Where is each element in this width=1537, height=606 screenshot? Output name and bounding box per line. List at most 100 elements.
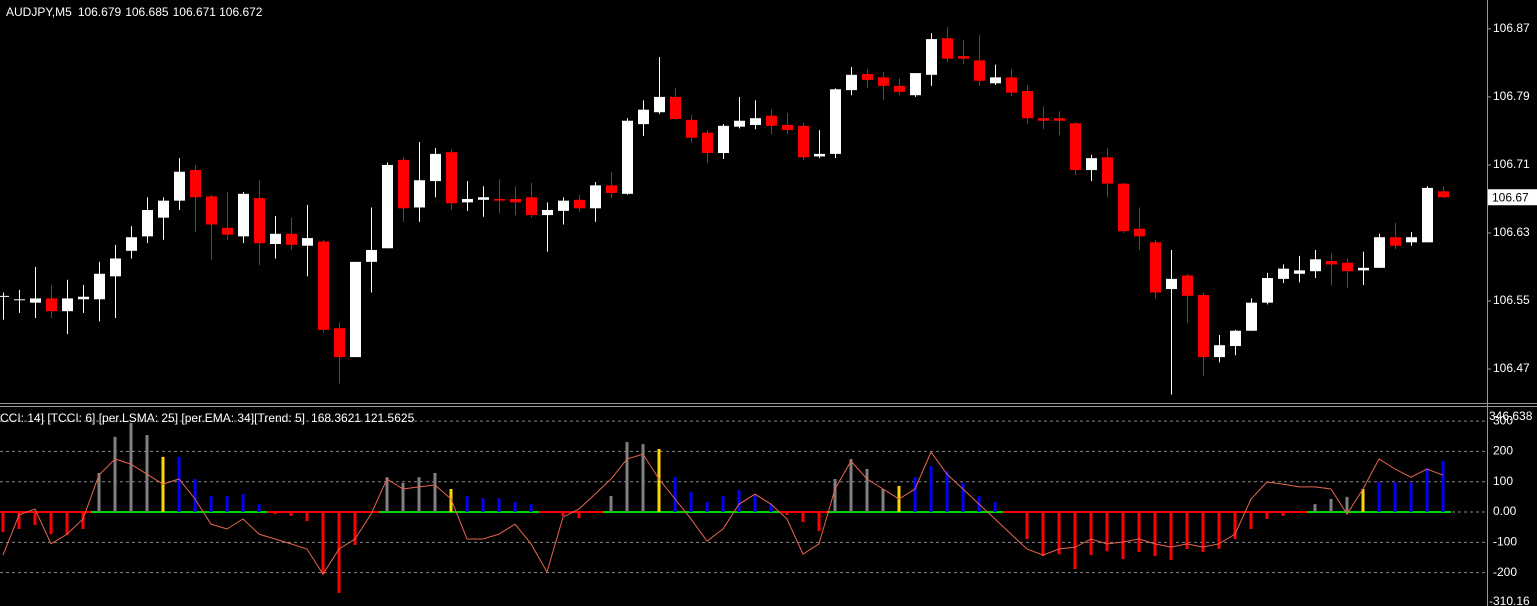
candle-body bbox=[1150, 242, 1161, 293]
histogram-bar bbox=[833, 479, 837, 513]
candle-body bbox=[126, 237, 137, 251]
symbol: AUDJPY,M5 bbox=[6, 5, 72, 19]
candle-body bbox=[94, 273, 105, 300]
histogram-bar bbox=[481, 498, 485, 513]
candle-body bbox=[462, 198, 473, 203]
histogram-bar bbox=[1025, 512, 1029, 539]
histogram-bar bbox=[785, 512, 789, 516]
histogram-bar bbox=[929, 465, 933, 513]
histogram-bar bbox=[1057, 512, 1061, 555]
histogram-bar bbox=[1281, 512, 1285, 516]
candle-body bbox=[46, 298, 57, 312]
candle-body bbox=[670, 96, 681, 120]
histogram-bar bbox=[241, 494, 245, 513]
histogram-bar bbox=[1233, 512, 1237, 539]
histogram-bar bbox=[465, 495, 469, 513]
candle-body bbox=[990, 77, 1001, 84]
histogram-bar bbox=[945, 471, 949, 513]
histogram-bar bbox=[1217, 512, 1221, 549]
candle-body bbox=[1118, 183, 1129, 232]
candle-body bbox=[478, 197, 489, 200]
candle-body bbox=[958, 56, 969, 59]
histogram-bar bbox=[81, 512, 85, 529]
candle-body bbox=[526, 197, 537, 216]
candle-body bbox=[1310, 259, 1321, 272]
y-tick-label: -100 bbox=[1493, 534, 1517, 548]
histogram-bar bbox=[993, 502, 997, 513]
oscillator-line bbox=[2, 451, 1444, 576]
y-tick-label: 106.71 bbox=[1493, 157, 1530, 171]
candle-body bbox=[238, 193, 249, 237]
candle-body bbox=[1246, 302, 1257, 331]
candle-body bbox=[622, 120, 633, 194]
candle-body bbox=[1390, 237, 1401, 246]
candle-body bbox=[894, 85, 905, 92]
histogram-bar bbox=[225, 495, 229, 513]
histogram-bar bbox=[177, 456, 181, 513]
histogram-bar bbox=[353, 512, 357, 546]
candle-body bbox=[510, 198, 521, 203]
ohlc-close: 106.672 bbox=[219, 5, 263, 19]
candle-body bbox=[1358, 267, 1369, 271]
histogram-bar bbox=[577, 512, 581, 519]
histogram-bar bbox=[305, 512, 309, 522]
histogram-bar bbox=[657, 449, 661, 513]
candle-body bbox=[1022, 90, 1033, 119]
candle-body bbox=[318, 241, 329, 330]
candle-body bbox=[1406, 237, 1417, 243]
candle-body bbox=[846, 74, 857, 91]
histogram-bar bbox=[769, 504, 773, 513]
indicator-line-value: 121.5625 bbox=[364, 411, 414, 425]
histogram-bar bbox=[337, 512, 341, 593]
histogram-bar bbox=[689, 492, 693, 513]
histogram-bar bbox=[321, 512, 325, 575]
y-tick-label: 300 bbox=[1493, 413, 1513, 427]
candle-body bbox=[574, 199, 585, 209]
histogram-bar bbox=[1121, 512, 1125, 559]
y-tick-label: -200 bbox=[1493, 565, 1517, 579]
histogram-bar bbox=[1361, 488, 1365, 513]
histogram-bar bbox=[33, 512, 37, 526]
candle-body bbox=[174, 171, 185, 201]
histogram-bar bbox=[1329, 498, 1333, 513]
indicator-hist-value: 168.3621 bbox=[311, 411, 361, 425]
indicator-title: CCI: 14] [TCCI: 6] [per.LSMA: 25] [per.E… bbox=[0, 411, 415, 425]
candle-body bbox=[1070, 123, 1081, 171]
y-min-label: -310.16 bbox=[1489, 594, 1530, 606]
candle-body bbox=[686, 119, 697, 138]
candle-body bbox=[1342, 262, 1353, 272]
candle-body bbox=[1086, 158, 1097, 171]
candle-body bbox=[862, 73, 873, 80]
candle-body bbox=[750, 118, 761, 125]
ohlc-open: 106.679 bbox=[78, 5, 122, 19]
candle-body bbox=[558, 200, 569, 211]
candle-body bbox=[270, 233, 281, 245]
histogram-bar bbox=[257, 504, 261, 513]
histogram-bar bbox=[737, 489, 741, 513]
candle-body bbox=[110, 258, 121, 277]
y-tick-label: 200 bbox=[1493, 444, 1513, 458]
histogram-bar bbox=[817, 512, 821, 532]
candle-body bbox=[974, 60, 985, 81]
candle-body bbox=[718, 125, 729, 154]
histogram-bar bbox=[881, 488, 885, 513]
histogram-bar bbox=[641, 444, 645, 513]
candle-body bbox=[1278, 268, 1289, 279]
histogram-bar bbox=[1089, 512, 1093, 556]
candle-body bbox=[798, 125, 809, 158]
candle-body bbox=[814, 153, 825, 157]
candle-body bbox=[30, 298, 41, 303]
last-price-box bbox=[1488, 189, 1537, 206]
histogram-bar bbox=[193, 479, 197, 513]
candle-body bbox=[1182, 275, 1193, 296]
candle-body bbox=[494, 198, 505, 201]
histogram-bar bbox=[705, 502, 709, 513]
histogram-bar bbox=[433, 472, 437, 513]
y-tick-label: 106.63 bbox=[1493, 225, 1530, 239]
histogram-bar bbox=[1441, 461, 1445, 513]
histogram-bar bbox=[849, 459, 853, 513]
candle-body bbox=[1326, 261, 1337, 265]
candle-body bbox=[350, 261, 361, 358]
histogram-bar bbox=[1201, 512, 1205, 553]
candle-body bbox=[1006, 77, 1017, 93]
